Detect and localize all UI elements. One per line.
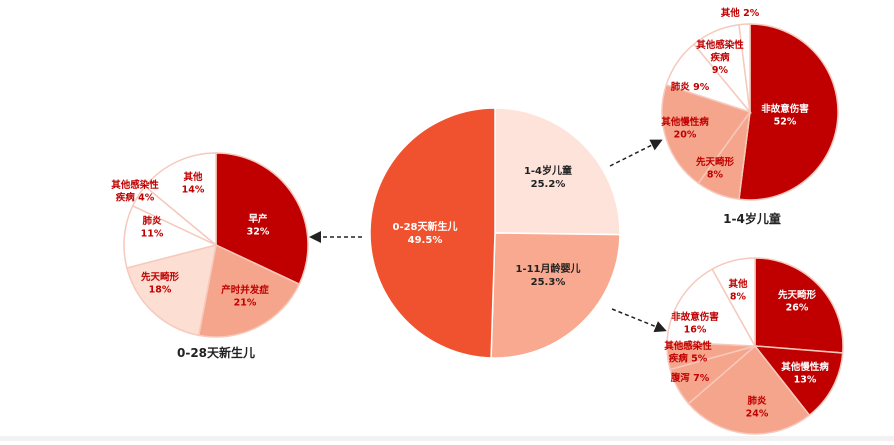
slice-label-line: 0-28天新生儿 bbox=[392, 220, 457, 233]
pie-slice bbox=[687, 344, 811, 435]
slice-value-label: 11% bbox=[141, 229, 164, 240]
slice-value-label: 8% bbox=[707, 170, 724, 181]
slice-label-line: 先天畸形 bbox=[141, 271, 180, 283]
slice-label-line: 疾病 5% bbox=[669, 353, 708, 365]
slice-value-label: 26% bbox=[786, 303, 809, 314]
slice-label: 其他 2% bbox=[721, 7, 760, 19]
pie-slice bbox=[738, 23, 839, 201]
slice-label: 先天畸形 8% bbox=[696, 156, 735, 181]
slice-value-label: 8% bbox=[730, 292, 747, 303]
slice-label: 0-28天新生儿 49.5% bbox=[392, 220, 457, 246]
slice-label-line: 1-4岁儿童 bbox=[524, 164, 572, 177]
slice-label-line: 其他慢性病 bbox=[661, 116, 709, 128]
pie-slice bbox=[125, 243, 217, 337]
slice-value-label: 25.2% bbox=[531, 179, 566, 190]
slice-label: 其他感染性疾病 5% bbox=[664, 340, 712, 365]
pie-slice bbox=[753, 345, 844, 417]
pie-slice bbox=[494, 107, 621, 236]
slice-label: 非故意伤害 52% bbox=[761, 103, 809, 128]
slice-value-label: 24% bbox=[746, 409, 769, 420]
slice-label: 腹泻 7% bbox=[670, 372, 710, 384]
slice-value-label: 25.3% bbox=[531, 277, 566, 288]
slice-label: 早产 32% bbox=[247, 213, 270, 238]
slice-value-label: 20% bbox=[674, 130, 697, 141]
slice-label: 先天畸形 18% bbox=[141, 271, 180, 296]
slice-label-line: 疾病 4% bbox=[116, 192, 155, 204]
slice-label-line: 其他感染性 bbox=[664, 340, 712, 352]
slice-label: 肺炎 9% bbox=[670, 81, 710, 93]
pie-slice bbox=[215, 152, 309, 286]
slice-value-label: 9% bbox=[712, 65, 729, 76]
slice-value-label: 32% bbox=[247, 227, 270, 238]
pie-newborn: 早产 32% 产时并发症 21% 先天畸形 18% 肺炎 11% 其他感染性疾病 4% 其他 14% bbox=[111, 152, 309, 338]
slice-label-line: 其他 2% bbox=[721, 7, 760, 19]
slice-label-line: 非故意伤害 bbox=[671, 311, 719, 323]
pie-slice bbox=[754, 257, 844, 354]
pie-slice bbox=[661, 83, 752, 185]
pie-slice bbox=[738, 23, 751, 113]
pie-slice bbox=[144, 152, 217, 247]
pie-slice bbox=[490, 232, 621, 359]
slice-label-line: 腹泻 7% bbox=[670, 372, 710, 384]
pie-slice bbox=[666, 268, 757, 347]
slice-label-line: 产时并发症 bbox=[221, 284, 269, 296]
slice-label: 1-11月龄婴儿 25.3% bbox=[515, 262, 580, 288]
slice-label-line: 其他感染性 bbox=[696, 39, 744, 51]
slice-value-label: 14% bbox=[182, 185, 205, 196]
slice-label-line: 其他慢性病 bbox=[781, 361, 829, 373]
slice-label: 其他感染性疾病 9% bbox=[696, 39, 744, 76]
slice-label-line: 疾病 bbox=[710, 52, 730, 64]
pie-infant: 先天畸形 26% 其他慢性病 13% 肺炎 24% 腹泻 7% 其他感染性疾病 5% 非故意伤害… bbox=[664, 257, 844, 435]
child-pie-title: 1-4岁儿童 bbox=[723, 212, 781, 226]
slice-label: 先天畸形 26% bbox=[778, 289, 817, 314]
dashed-arrow bbox=[609, 139, 663, 167]
slice-label: 肺炎 24% bbox=[746, 395, 769, 420]
slice-label-line: 肺炎 bbox=[746, 395, 767, 407]
slice-label-line: 肺炎 9% bbox=[670, 81, 710, 93]
slice-label: 肺炎 11% bbox=[141, 215, 164, 240]
slice-value-label: 18% bbox=[149, 285, 172, 296]
slice-label-line: 先天畸形 bbox=[696, 156, 735, 168]
slice-label: 1-4岁儿童 25.2% bbox=[524, 164, 572, 190]
slice-label: 其他感染性疾病 4% bbox=[111, 179, 159, 204]
slice-label: 其他慢性病 13% bbox=[781, 361, 829, 386]
slice-label: 非故意伤害 16% bbox=[671, 311, 719, 336]
slice-label-line: 其他感染性 bbox=[111, 179, 159, 191]
slice-label-line: 早产 bbox=[248, 213, 268, 225]
slice-label-line: 其他 bbox=[728, 278, 748, 290]
pie-slice bbox=[197, 243, 301, 338]
slice-label-line: 非故意伤害 bbox=[761, 103, 809, 115]
slice-value-label: 13% bbox=[794, 375, 817, 386]
slice-value-label: 16% bbox=[684, 325, 707, 336]
pie-slice bbox=[369, 107, 496, 359]
bottom-divider bbox=[0, 436, 894, 441]
slice-label: 产时并发症 21% bbox=[221, 284, 269, 309]
slice-value-label: 21% bbox=[234, 298, 257, 309]
slice-label: 其他 14% bbox=[182, 171, 205, 196]
slice-label-line: 1-11月龄婴儿 bbox=[515, 262, 580, 275]
pie-slice bbox=[711, 257, 756, 349]
slice-label: 其他 8% bbox=[728, 278, 748, 303]
slice-value-label: 49.5% bbox=[408, 235, 443, 246]
pie-center: 1-4岁儿童 25.2% 1-11月龄婴儿 25.3% 0-28天新生儿 49.5% bbox=[369, 107, 621, 359]
newborn-pie-title: 0-28天新生儿 bbox=[176, 346, 256, 360]
dashed-arrow bbox=[611, 308, 667, 333]
slice-value-label: 52% bbox=[774, 117, 797, 128]
slice-label-line: 其他 bbox=[183, 171, 203, 183]
slice-label-line: 先天畸形 bbox=[778, 289, 817, 301]
slice-label: 其他慢性病 20% bbox=[661, 116, 709, 141]
slice-label-line: 肺炎 bbox=[141, 215, 162, 227]
pie-child: 非故意伤害 52% 先天畸形 8% 其他慢性病 20% 肺炎 9% 其他感染性疾病 9% 其他 2… bbox=[661, 7, 839, 201]
